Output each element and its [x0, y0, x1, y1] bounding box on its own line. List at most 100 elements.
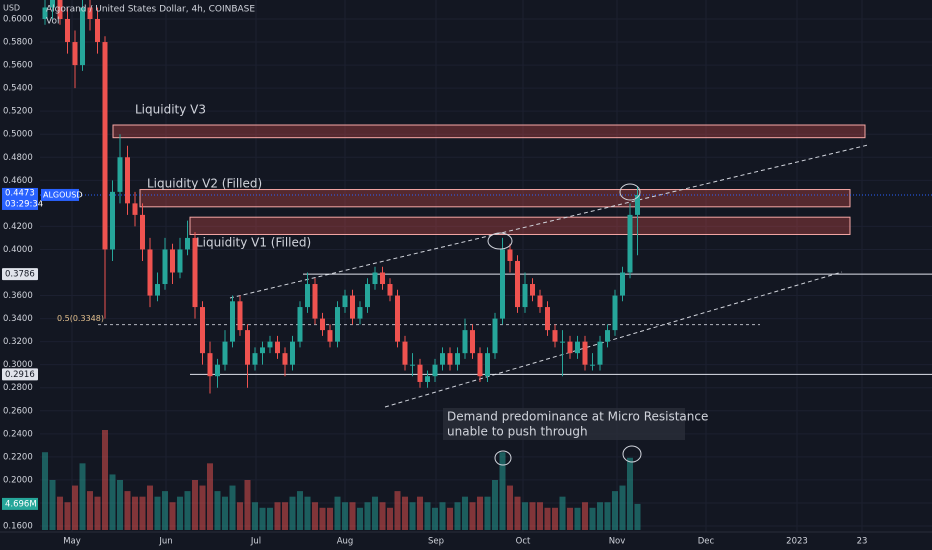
- y-tick-label: 0.6000: [3, 15, 33, 25]
- y-tick-label: 0.2600: [3, 406, 33, 416]
- candle-body: [117, 157, 123, 192]
- candle-body: [95, 19, 100, 43]
- candle-body: [170, 249, 175, 273]
- candle-body: [42, 7, 48, 20]
- volume-bar: [124, 491, 131, 530]
- candle-body: [530, 284, 535, 296]
- volume-bar: [147, 485, 153, 530]
- x-tick-label: Nov: [609, 537, 626, 547]
- zone-label: Liquidity V2 (Filled): [147, 177, 262, 191]
- candle-body: [245, 330, 250, 365]
- volume-bar: [282, 502, 288, 530]
- candles: [42, 0, 640, 394]
- y-tick-label: 0.3400: [3, 314, 33, 324]
- candle-body: [290, 341, 295, 365]
- y-tick-label: 0.2200: [3, 452, 33, 462]
- candle-body: [620, 272, 625, 296]
- level-label: 0.2916: [5, 370, 35, 380]
- volume-bar: [559, 496, 566, 530]
- volume-bar: [582, 502, 588, 530]
- candle-body: [492, 318, 498, 354]
- candle-body: [515, 260, 520, 308]
- volume-bar: [484, 496, 491, 530]
- candle-body: [552, 330, 558, 342]
- volume-bar: [72, 485, 78, 530]
- candle-body: [417, 364, 423, 382]
- trendline-upper: [229, 144, 869, 299]
- volume-pane: [42, 430, 641, 530]
- y-tick-label: 0.4600: [3, 176, 33, 186]
- volume-bar: [87, 491, 93, 530]
- volume-bar: [349, 502, 356, 530]
- fib-label: 0.5(0.3348): [57, 314, 104, 323]
- volume-bar: [207, 463, 213, 530]
- volume-bar: [319, 507, 326, 530]
- candle-body: [305, 284, 310, 308]
- candle-body: [102, 42, 108, 250]
- candle-body: [597, 341, 603, 365]
- candle-body: [125, 157, 130, 204]
- volume-bar: [297, 491, 303, 530]
- candle-body: [72, 42, 78, 66]
- candle-body: [215, 364, 220, 377]
- volume-bar: [252, 502, 258, 530]
- candle-body: [635, 194, 640, 215]
- candle-body: [545, 307, 550, 331]
- candle-body: [207, 353, 213, 377]
- volume-bar: [589, 507, 596, 530]
- volume-bar: [477, 496, 483, 530]
- candle-body: [395, 295, 400, 342]
- volume-bar: [529, 502, 536, 530]
- zone-label: Liquidity V3: [135, 103, 206, 117]
- annotation-text: unable to push through: [447, 425, 588, 439]
- candle-body: [627, 214, 633, 273]
- candle-body: [477, 353, 483, 377]
- candle-body: [327, 330, 333, 342]
- volume-bar: [274, 502, 281, 530]
- volume-bar: [259, 507, 266, 530]
- volume-bar: [597, 502, 603, 530]
- candle-body: [230, 301, 235, 342]
- volume-bar: [289, 496, 296, 530]
- volume-bar: [612, 491, 618, 530]
- volume-bar: [222, 496, 228, 530]
- candle-body: [147, 249, 153, 296]
- y-tick-label: 0.3000: [3, 360, 33, 370]
- symbol-tag: [41, 188, 79, 201]
- x-tick-label: Oct: [516, 537, 531, 547]
- candle-body: [560, 341, 565, 343]
- candle-body: [267, 341, 273, 348]
- volume-bar: [214, 491, 221, 530]
- volume-bar: [439, 502, 446, 530]
- candle-body: [575, 341, 580, 354]
- symbol-label: ALGOUSD: [43, 190, 83, 199]
- volume-bar: [357, 507, 363, 530]
- y-tick-label: 0.1600: [3, 522, 33, 532]
- x-tick-label: 23: [857, 537, 868, 547]
- candle-body: [260, 347, 265, 354]
- candle-body: [537, 295, 543, 308]
- volume-bar: [492, 480, 498, 530]
- candle-body: [522, 284, 528, 308]
- candle-body: [110, 191, 115, 250]
- volume-bar: [184, 491, 191, 530]
- volume-bar: [312, 502, 318, 530]
- volume-bar: [109, 474, 116, 530]
- candle-body: [297, 307, 303, 342]
- volume-bar: [462, 496, 468, 530]
- candle-body: [590, 364, 595, 366]
- liquidity-zone: [189, 216, 851, 235]
- candle-body: [275, 341, 280, 354]
- countdown: 03:29:34: [5, 199, 43, 209]
- candle-body: [155, 284, 160, 296]
- volume-bar: [619, 485, 626, 530]
- volume-bar: [552, 507, 558, 530]
- zones: Liquidity V3 Liquidity V2 (Filled) Liquidi…: [112, 103, 866, 250]
- x-tick-label: 2023: [786, 537, 808, 547]
- volume-bar: [372, 496, 378, 530]
- y-tick-label: 0.5200: [3, 107, 33, 117]
- volume-bar: [237, 502, 243, 530]
- candle-body: [380, 272, 385, 285]
- candle-body: [57, 0, 63, 19]
- y-tick-label: 0.4200: [3, 222, 33, 232]
